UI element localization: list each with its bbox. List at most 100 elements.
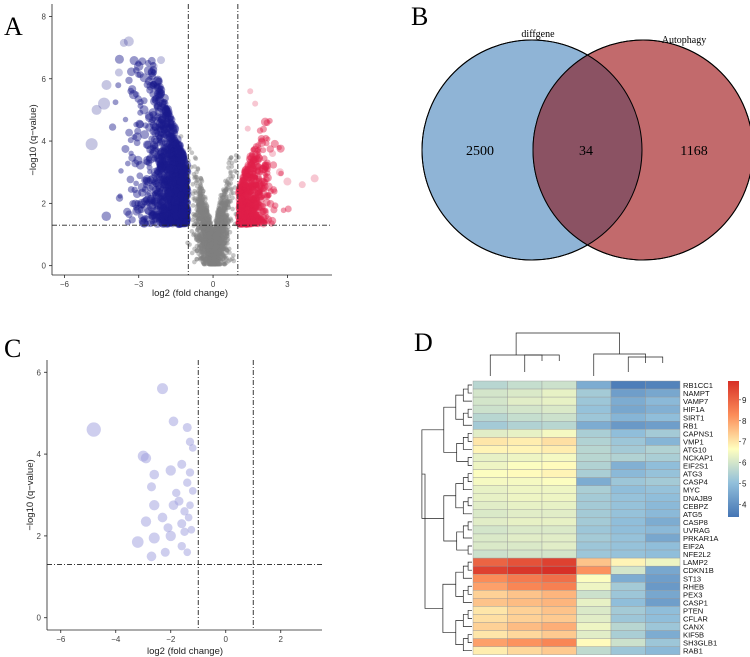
- point-ns-699: [211, 239, 216, 245]
- point-ns-1428: [209, 253, 215, 259]
- point-ns-474: [206, 226, 212, 232]
- point-ns-1023: [209, 260, 214, 266]
- point-ns-1453: [205, 246, 211, 251]
- point-ns-1370: [212, 261, 217, 267]
- point-ns-1219: [203, 238, 209, 244]
- heatmap-cell-18-5: [645, 525, 681, 535]
- point-up-3985: [238, 195, 246, 203]
- point-ns-926: [213, 225, 219, 231]
- heatmap-cell-14-1: [507, 493, 543, 502]
- row-label-33: RAB1: [683, 647, 703, 656]
- point-ns-657: [216, 246, 221, 251]
- point-ns-429: [217, 238, 222, 243]
- point-ns-467: [207, 238, 212, 244]
- point-ns-893: [223, 230, 229, 236]
- point-ns-376: [206, 250, 212, 256]
- point-ns-1391: [214, 229, 219, 234]
- x-tick-label-c-1: −4: [111, 635, 121, 644]
- point-ns-1206: [210, 258, 215, 264]
- point-ns-545: [201, 212, 207, 218]
- point-ns-1008: [203, 229, 209, 234]
- point-ns-408: [218, 208, 224, 214]
- point-up-4049: [252, 202, 261, 211]
- point-ns-643: [191, 231, 197, 237]
- point-ns-708: [212, 261, 218, 266]
- point-down-3222: [108, 123, 117, 131]
- point-ns-264: [208, 220, 214, 225]
- point-ns-1145: [212, 240, 217, 245]
- point-ns-508: [226, 177, 231, 182]
- point-ns-391: [213, 237, 219, 242]
- point-ns-781: [217, 228, 223, 234]
- row-dendrogram-link-uab: [462, 589, 472, 603]
- point-ns-455: [207, 227, 212, 233]
- point-c-12: [185, 468, 195, 477]
- point-ns-171: [210, 261, 216, 267]
- heatmap-cell-12-3: [576, 477, 612, 486]
- point-ns-589: [222, 206, 228, 211]
- point-ns-749: [207, 239, 212, 244]
- point-ns-920: [211, 254, 216, 260]
- point-ns-106: [209, 244, 215, 250]
- point-ns-1469: [227, 250, 232, 255]
- point-ns-289: [190, 203, 196, 208]
- point-ns-426: [192, 212, 198, 218]
- point-ns-76: [214, 236, 220, 242]
- point-ns-1090: [221, 225, 226, 231]
- heatmap-cell-1-4: [610, 388, 646, 398]
- point-ns-712: [202, 230, 207, 236]
- point-ns-698: [209, 250, 215, 256]
- point-ns-984: [222, 240, 227, 245]
- point-ns-664: [195, 225, 201, 231]
- point-ns-744: [209, 229, 215, 235]
- point-ns-315: [205, 227, 211, 233]
- point-ns-1978: [229, 186, 234, 192]
- point-ns-402: [210, 241, 216, 246]
- point-ns-7: [221, 253, 226, 258]
- venn-label-diffgene: diffgene: [521, 29, 555, 40]
- point-ns-284: [193, 235, 199, 241]
- point-ns-141: [217, 213, 223, 218]
- point-ns-635: [215, 250, 221, 256]
- point-up-3805: [256, 127, 264, 134]
- point-ns-1330: [225, 233, 230, 239]
- point-ns-916: [204, 253, 210, 258]
- heatmap-cell-28-2: [541, 606, 577, 615]
- point-ns-1022: [220, 203, 226, 209]
- point-ns-763: [202, 236, 207, 242]
- point-ns-11: [214, 219, 220, 225]
- point-ns-1224: [215, 232, 220, 237]
- point-ns-1429: [215, 242, 220, 247]
- point-ns-406: [204, 257, 210, 263]
- point-ns-845: [218, 246, 223, 252]
- point-ns-755: [220, 219, 225, 224]
- point-ns-976: [218, 208, 224, 214]
- point-ns-221: [217, 261, 223, 267]
- heatmap-cell-16-5: [645, 509, 681, 519]
- point-ns-865: [210, 232, 216, 237]
- point-up-4038: [251, 178, 260, 187]
- point-ns-546: [210, 261, 216, 267]
- point-ns-1073: [191, 196, 197, 201]
- point-ns-1038: [215, 220, 221, 225]
- point-ns-1272: [224, 212, 229, 218]
- point-up-3957: [280, 207, 287, 214]
- point-up-4050: [247, 161, 255, 169]
- heatmap-cell-32-3: [576, 638, 612, 647]
- point-ns-1432: [207, 253, 213, 259]
- point-ns-1449: [213, 239, 219, 244]
- point-c-27: [148, 532, 160, 544]
- point-ns-59: [214, 237, 219, 243]
- point-ns-371: [206, 233, 211, 239]
- point-ns-684: [221, 211, 226, 216]
- point-ns-422: [205, 231, 210, 236]
- point-ns-761: [203, 239, 208, 244]
- point-ns-411: [210, 261, 216, 267]
- heatmap-cell-8-2: [541, 445, 577, 454]
- point-ns-693: [191, 214, 197, 219]
- heatmap-cell-4-4: [610, 413, 646, 422]
- heatmap-cell-13-2: [541, 485, 577, 494]
- point-ns-2195: [206, 243, 211, 249]
- point-ns-938: [207, 255, 213, 261]
- point-ns-909: [209, 245, 215, 251]
